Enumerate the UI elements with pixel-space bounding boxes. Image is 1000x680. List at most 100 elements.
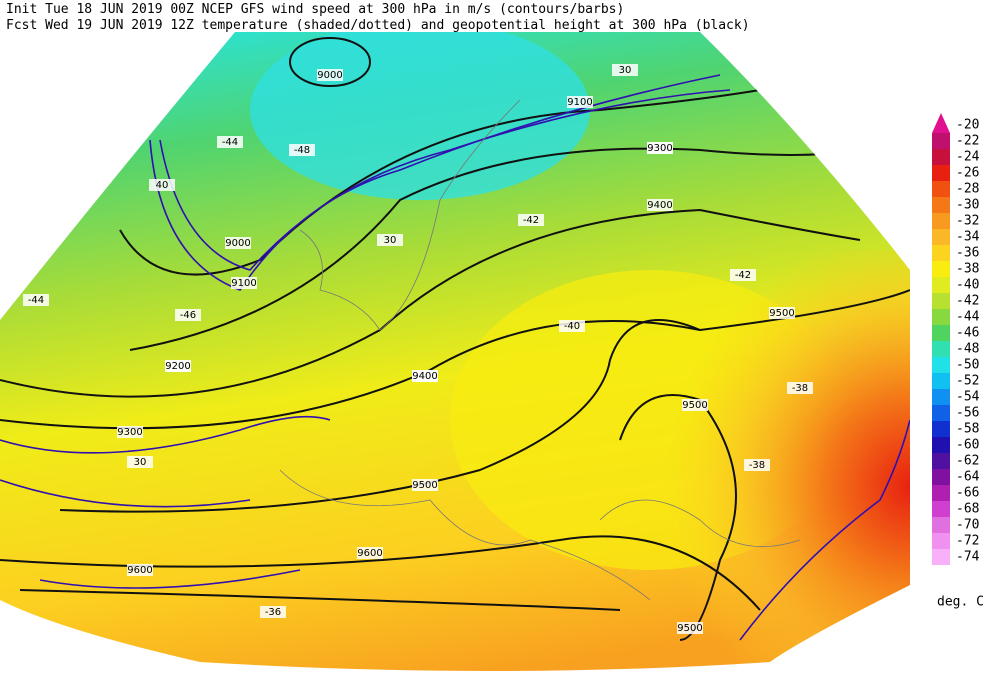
map-label-text: -44 xyxy=(28,295,44,306)
hot-area xyxy=(500,250,910,671)
colorbar-swatch xyxy=(932,501,950,517)
colorbar-label: -44 xyxy=(956,310,980,325)
map-label-bg xyxy=(217,136,243,148)
map-label-bg xyxy=(412,479,438,491)
map-label: -46 xyxy=(175,309,201,321)
map-label-bg xyxy=(769,307,795,319)
colorbar-label: -42 xyxy=(956,294,979,309)
map-label: 9100 xyxy=(231,277,257,289)
colorbar-label: -74 xyxy=(956,550,980,565)
map-label-text: -38 xyxy=(792,383,808,394)
colorbar-label: -40 xyxy=(956,278,979,293)
colorbar-label: -38 xyxy=(956,262,979,277)
map-label-text: 9400 xyxy=(647,200,672,211)
colorbar-label: -46 xyxy=(956,326,979,341)
map-label-bg xyxy=(117,426,143,438)
map-label-bg xyxy=(787,382,813,394)
map xyxy=(0,32,910,671)
map-label-bg xyxy=(612,64,638,76)
colorbar-label: -70 xyxy=(956,518,979,533)
map-label-bg xyxy=(744,459,770,471)
colorbar-label: -26 xyxy=(956,166,979,181)
map-label: 9600 xyxy=(357,547,383,559)
map-label: 9100 xyxy=(567,96,593,108)
colorbar-label: -36 xyxy=(956,246,979,261)
colorbar-swatch xyxy=(932,133,950,149)
colorbar-swatch xyxy=(932,341,950,357)
map-label: -40 xyxy=(559,320,585,332)
colorbar-label: -60 xyxy=(956,438,979,453)
map-label-text: 40 xyxy=(156,180,169,191)
map-label: 9500 xyxy=(677,622,703,634)
colorbar-swatch xyxy=(932,229,950,245)
colorbar-label: -28 xyxy=(956,182,979,197)
map-label-bg xyxy=(518,214,544,226)
map-label-text: 9500 xyxy=(677,623,702,634)
map-label-text: -36 xyxy=(265,607,281,618)
map-label: 9400 xyxy=(647,199,673,211)
map-label-bg xyxy=(260,606,286,618)
colorbar-swatch xyxy=(932,421,950,437)
colorbar-swatch xyxy=(932,533,950,549)
map-label: 30 xyxy=(127,456,153,468)
colorbar-label: -22 xyxy=(956,134,979,149)
colorbar-label: -30 xyxy=(956,198,979,213)
map-label: -42 xyxy=(730,269,756,281)
colorbar-swatch xyxy=(932,261,950,277)
map-labels: 9000910092009300940095009600920093009400… xyxy=(23,64,813,634)
colorbar-swatch xyxy=(932,213,950,229)
colorbar-label: -34 xyxy=(956,230,980,245)
map-label-bg xyxy=(559,320,585,332)
colorbar-label: -54 xyxy=(956,390,980,405)
map-label-text: 9300 xyxy=(647,143,672,154)
colorbar-label: -50 xyxy=(956,358,979,373)
map-label: 40 xyxy=(149,179,175,191)
map-label-bg xyxy=(730,269,756,281)
map-label-text: 30 xyxy=(134,457,147,468)
colorbar-swatch xyxy=(932,197,950,213)
colorbar-swatch xyxy=(932,309,950,325)
colorbar-swatch xyxy=(932,113,950,133)
colorbar-label: -66 xyxy=(956,486,979,501)
map-label-text: -40 xyxy=(564,321,580,332)
map-label-bg xyxy=(127,456,153,468)
colorbar-swatch xyxy=(932,165,950,181)
colorbar-label: -24 xyxy=(956,150,980,165)
header-line: Init Tue 18 JUN 2019 00Z NCEP GFS wind s… xyxy=(6,2,624,17)
map-label-bg xyxy=(127,564,153,576)
colorbar-label: -72 xyxy=(956,534,979,549)
map-label: 9000 xyxy=(225,237,251,249)
map-label-bg xyxy=(412,370,438,382)
map-label: 9200 xyxy=(165,360,191,372)
map-label-bg xyxy=(165,360,191,372)
map-label: -38 xyxy=(787,382,813,394)
map-label: -36 xyxy=(260,606,286,618)
map-label: 9300 xyxy=(647,142,673,154)
map-label-bg xyxy=(567,96,593,108)
map-label: 9500 xyxy=(769,307,795,319)
map-label: -38 xyxy=(744,459,770,471)
map-label-text: 9400 xyxy=(412,371,437,382)
height-contours xyxy=(0,37,910,641)
map-label-text: 9500 xyxy=(412,480,437,491)
wind-contours xyxy=(0,74,910,641)
map-label-bg xyxy=(225,237,251,249)
colorbar-label: -62 xyxy=(956,454,979,469)
map-label-text: -42 xyxy=(523,215,539,226)
colorbar-swatch xyxy=(932,149,950,165)
coastlines xyxy=(279,99,801,601)
map-label: 9300 xyxy=(117,426,143,438)
colorbar-label: -20 xyxy=(956,118,979,133)
map-label-bg xyxy=(23,294,49,306)
map-label-text: 30 xyxy=(384,235,397,246)
map-label: 30 xyxy=(612,64,638,76)
cold-pool xyxy=(250,32,590,200)
map-label-bg xyxy=(647,142,673,154)
colorbar-swatch xyxy=(932,405,950,421)
colorbar-swatch xyxy=(932,485,950,501)
colorbar-swatch xyxy=(932,293,950,309)
map-label-bg xyxy=(175,309,201,321)
map-label-text: -48 xyxy=(294,145,310,156)
colorbar-swatch xyxy=(932,517,950,533)
map-label-text: -44 xyxy=(222,137,238,148)
